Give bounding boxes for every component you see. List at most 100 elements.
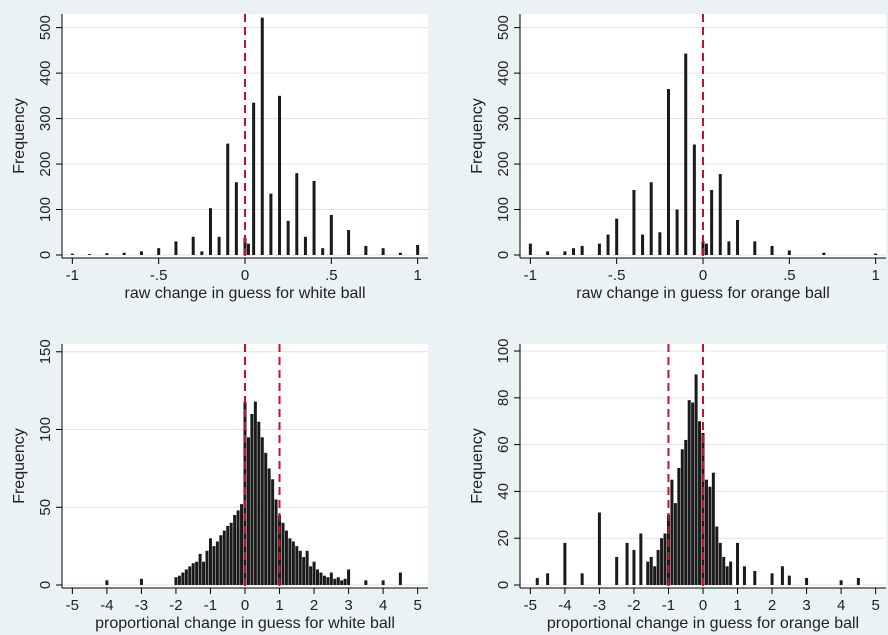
bar <box>381 248 385 255</box>
bar <box>305 550 309 585</box>
bar <box>874 253 878 255</box>
bar <box>257 421 261 585</box>
bar <box>234 182 238 255</box>
bar <box>139 578 143 585</box>
bar <box>195 561 199 585</box>
bar <box>580 573 584 585</box>
bar <box>236 510 240 585</box>
y-tick-label: 0 <box>37 251 54 259</box>
bar <box>563 542 567 585</box>
bar <box>202 561 206 585</box>
bar <box>274 499 278 585</box>
x-tick-label: -1 <box>204 597 217 614</box>
x-axis-title: raw change in guess for orange ball <box>576 285 830 302</box>
y-axis-title: Frequency <box>11 428 28 504</box>
bar <box>677 468 681 585</box>
bar <box>174 577 178 585</box>
bar <box>226 525 230 585</box>
x-tick-label: -4 <box>100 597 113 614</box>
x-tick-label: 5 <box>871 597 879 614</box>
bar <box>312 561 316 585</box>
bar <box>253 401 257 585</box>
bar <box>208 538 212 585</box>
bar <box>229 522 233 585</box>
bar <box>205 550 209 585</box>
bar <box>787 575 791 585</box>
bar <box>701 432 705 585</box>
y-tick-label: 80 <box>495 389 512 406</box>
bar <box>597 512 601 585</box>
bar <box>660 538 664 585</box>
bar <box>736 542 740 585</box>
y-tick-label: 200 <box>495 152 512 177</box>
bar <box>649 556 653 585</box>
y-axis-title: Frequency <box>469 98 486 174</box>
bar <box>326 577 330 585</box>
bar <box>658 232 662 255</box>
x-tick-label: -5 <box>66 597 79 614</box>
x-tick-label: -3 <box>135 597 148 614</box>
bar <box>321 248 325 255</box>
bar <box>336 577 340 585</box>
x-tick-label: -3 <box>593 597 606 614</box>
bar <box>333 578 337 585</box>
x-tick-label: 0 <box>699 597 707 614</box>
x-tick-label: 4 <box>379 597 387 614</box>
bar <box>340 580 344 585</box>
bar <box>284 530 288 585</box>
y-tick-label: 100 <box>495 197 512 222</box>
x-tick-label: -2 <box>169 597 182 614</box>
x-tick-label: 4 <box>837 597 845 614</box>
bar <box>691 402 695 585</box>
y-tick-label: 0 <box>495 251 512 259</box>
panel: 0 100 200 300 400 500 -1 -.5 0 .5 1 raw change in g… <box>469 14 886 302</box>
bar <box>725 566 729 585</box>
y-tick-label: 40 <box>495 483 512 500</box>
bar <box>240 504 244 585</box>
bar <box>309 566 313 585</box>
y-tick-label: 0 <box>495 581 512 589</box>
bar <box>319 572 323 585</box>
y-tick-label: 300 <box>495 106 512 131</box>
bar <box>653 566 657 585</box>
bar <box>684 439 688 585</box>
bar <box>139 251 143 255</box>
y-tick-label: 50 <box>37 499 54 516</box>
bar <box>217 236 221 255</box>
x-tick-label: .5 <box>783 267 796 284</box>
bar <box>753 570 757 585</box>
y-tick-label: 200 <box>37 152 54 177</box>
bar <box>246 243 250 255</box>
x-tick-label: -5 <box>524 597 537 614</box>
bar <box>303 236 307 255</box>
bar <box>639 533 643 585</box>
bar <box>675 209 679 255</box>
y-tick-label: 100 <box>37 197 54 222</box>
bar <box>295 173 299 255</box>
bar <box>711 472 715 585</box>
y-axis-title: Frequency <box>11 98 28 174</box>
bar <box>742 566 746 585</box>
bar <box>364 580 368 585</box>
bar <box>233 515 237 585</box>
bar <box>641 234 645 255</box>
bar <box>632 189 636 255</box>
x-tick-label: 0 <box>241 267 249 284</box>
bar <box>535 577 539 585</box>
x-tick-label: -.5 <box>608 267 626 284</box>
bar <box>188 566 192 585</box>
bar <box>191 563 195 585</box>
bar <box>625 542 629 585</box>
bar <box>184 569 188 585</box>
bar <box>329 214 333 255</box>
bar <box>649 182 653 255</box>
x-tick-label: 0 <box>241 597 249 614</box>
x-tick-label: -2 <box>627 597 640 614</box>
bar <box>663 533 667 585</box>
bar <box>174 241 178 255</box>
bar <box>694 374 698 585</box>
bar <box>546 573 550 585</box>
bar <box>684 53 688 255</box>
bar <box>157 248 161 255</box>
